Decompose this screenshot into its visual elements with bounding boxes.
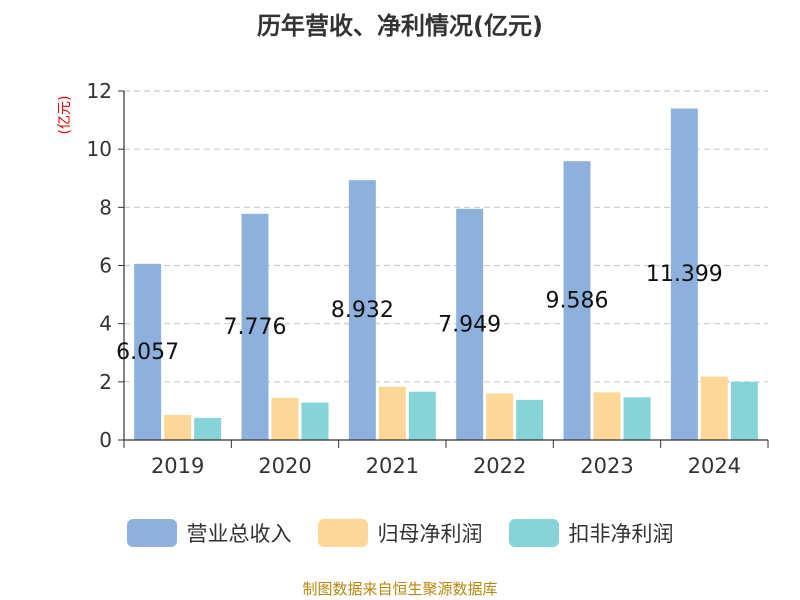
bar [194, 417, 222, 440]
x-tick-label: 2021 [366, 454, 419, 478]
bar [408, 391, 436, 440]
bar [378, 386, 406, 440]
bar [348, 180, 376, 440]
data-label: 7.949 [438, 312, 501, 337]
bar [730, 381, 758, 440]
bar [563, 161, 591, 441]
bar [134, 263, 162, 440]
bar [301, 402, 329, 440]
bar [670, 108, 698, 441]
bar [271, 397, 299, 440]
legend-item-net-profit[interactable]: 归母净利润 [317, 518, 483, 548]
bars [134, 108, 758, 441]
legend-swatch-deducted-net-profit [508, 519, 559, 547]
x-tick-label: 2022 [473, 454, 526, 478]
data-label: 9.586 [546, 289, 609, 314]
legend: 营业总收入 归母净利润 扣非净利润 [0, 518, 800, 548]
data-label: 8.932 [331, 298, 394, 323]
legend-swatch-revenue [126, 519, 177, 547]
data-labels: 6.057 7.776 8.932 7.949 9.586 11.399 [116, 262, 723, 365]
axes: 0 2 4 6 8 10 12 2019 2020 2021 2022 2023 2024 [87, 79, 769, 478]
legend-label-revenue: 营业总收入 [186, 522, 292, 546]
bar [241, 213, 269, 440]
y-tick-label: 10 [87, 137, 112, 161]
bar [516, 399, 544, 440]
data-label: 6.057 [116, 340, 179, 365]
legend-item-deducted-net-profit[interactable]: 扣非净利润 [508, 518, 674, 548]
y-tick-label: 6 [99, 254, 112, 278]
data-label: 11.399 [646, 262, 723, 287]
chart-title: 历年营收、净利情况(亿元) [257, 12, 543, 40]
bar [700, 376, 728, 440]
x-tick-label: 2024 [688, 454, 741, 478]
bar [593, 392, 621, 440]
x-tick-label: 2020 [258, 454, 311, 478]
y-tick-label: 8 [99, 195, 112, 219]
legend-label-deducted-net-profit: 扣非净利润 [568, 522, 674, 546]
y-tick-label: 0 [99, 428, 112, 452]
x-tick-label: 2023 [580, 454, 633, 478]
y-tick-label: 2 [99, 370, 112, 394]
source-note: 制图数据来自恒生聚源数据库 [302, 580, 498, 598]
y-tick-label: 12 [87, 79, 112, 103]
y-axis-label: (亿元) [57, 96, 73, 135]
x-tick-label: 2019 [151, 454, 204, 478]
legend-item-revenue[interactable]: 营业总收入 [126, 518, 292, 548]
legend-swatch-net-profit [317, 519, 368, 547]
bar [164, 414, 192, 440]
legend-label-net-profit: 归母净利润 [377, 522, 483, 546]
bar [623, 397, 651, 440]
bar [486, 393, 514, 440]
gridlines [124, 90, 768, 383]
y-tick-label: 4 [99, 312, 112, 336]
bar [456, 208, 484, 440]
data-label: 7.776 [224, 315, 287, 340]
